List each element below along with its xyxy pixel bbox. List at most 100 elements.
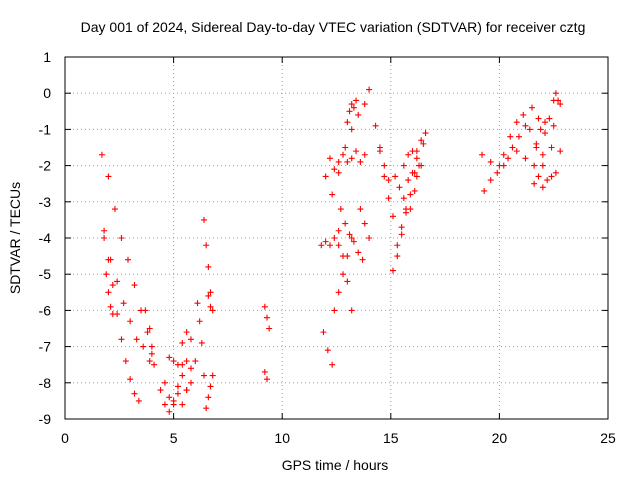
data-series	[103, 271, 116, 318]
data-point	[331, 307, 338, 314]
data-point	[170, 397, 177, 404]
data-point	[326, 242, 333, 249]
data-point	[539, 184, 546, 191]
data-series	[101, 227, 153, 365]
data-point	[413, 148, 420, 155]
x-tick-label: 0	[61, 430, 69, 446]
data-point	[105, 289, 112, 296]
y-tick-label: -5	[39, 266, 52, 282]
data-point	[381, 162, 388, 169]
data-point	[348, 101, 355, 108]
data-series	[337, 206, 366, 263]
data-point	[127, 376, 134, 383]
data-point	[107, 303, 114, 310]
data-point	[203, 405, 210, 412]
data-point	[357, 158, 364, 165]
data-point	[324, 347, 331, 354]
data-points	[98, 86, 564, 415]
data-series	[101, 235, 142, 404]
data-point	[335, 227, 342, 234]
data-point	[179, 372, 186, 379]
data-point	[481, 187, 488, 194]
y-tick-label: -4	[39, 230, 52, 246]
plot-frame	[64, 56, 609, 420]
data-point	[111, 206, 118, 213]
data-point	[263, 314, 270, 321]
data-point	[548, 173, 555, 180]
data-point	[398, 231, 405, 238]
data-series	[389, 206, 410, 274]
data-point	[348, 126, 355, 133]
data-point	[320, 329, 327, 336]
data-point	[355, 249, 362, 256]
data-point	[329, 191, 336, 198]
data-point	[207, 383, 214, 390]
data-series	[329, 86, 373, 198]
data-series	[376, 148, 392, 184]
data-point	[346, 108, 353, 115]
data-point	[101, 227, 108, 234]
data-point	[118, 235, 125, 241]
data-point	[335, 289, 342, 296]
data-point	[357, 206, 364, 213]
data-series	[407, 140, 427, 213]
data-point	[109, 282, 116, 289]
data-point	[340, 271, 347, 278]
data-point	[361, 101, 368, 108]
data-point	[161, 401, 168, 408]
data-series	[331, 235, 355, 314]
data-series	[179, 329, 194, 346]
data-series	[194, 300, 208, 379]
data-point	[326, 155, 333, 162]
data-point	[422, 130, 429, 137]
data-point	[179, 361, 186, 368]
data-point	[348, 307, 355, 314]
x-tick-label: 15	[383, 430, 399, 446]
data-point	[205, 263, 212, 270]
data-point	[539, 162, 546, 169]
data-point	[505, 155, 512, 162]
data-point	[546, 115, 553, 122]
x-tick-label: 5	[170, 430, 178, 446]
data-point	[487, 158, 494, 165]
data-point	[526, 126, 533, 133]
data-point	[542, 130, 549, 137]
data-series	[400, 148, 425, 169]
data-series	[161, 379, 194, 415]
data-point	[261, 368, 268, 375]
data-series	[261, 303, 273, 332]
data-point	[261, 303, 268, 310]
data-point	[528, 104, 535, 111]
data-point	[146, 325, 153, 332]
data-point	[329, 361, 336, 368]
data-point	[396, 184, 403, 191]
data-point	[542, 119, 549, 126]
data-point	[557, 148, 564, 155]
data-point	[361, 151, 368, 158]
data-point	[346, 231, 353, 238]
data-point	[322, 173, 329, 180]
data-point	[209, 307, 216, 314]
data-point	[513, 148, 520, 155]
data-point	[131, 282, 138, 289]
data-point	[366, 86, 373, 93]
data-point	[398, 224, 405, 231]
data-point	[148, 343, 155, 350]
x-tick-label: 20	[492, 430, 508, 446]
y-tick-label: -7	[39, 339, 52, 355]
data-point	[135, 397, 142, 404]
data-point	[201, 216, 208, 223]
data-point	[479, 151, 486, 158]
x-tick-label: 10	[274, 430, 290, 446]
data-series	[320, 329, 336, 368]
data-point	[146, 358, 153, 365]
data-point	[196, 318, 203, 325]
data-series	[533, 115, 557, 147]
data-point	[170, 358, 177, 365]
data-point	[494, 169, 501, 176]
data-series	[205, 292, 216, 314]
data-series	[413, 130, 429, 155]
data-point	[539, 151, 546, 158]
data-series	[142, 307, 158, 368]
